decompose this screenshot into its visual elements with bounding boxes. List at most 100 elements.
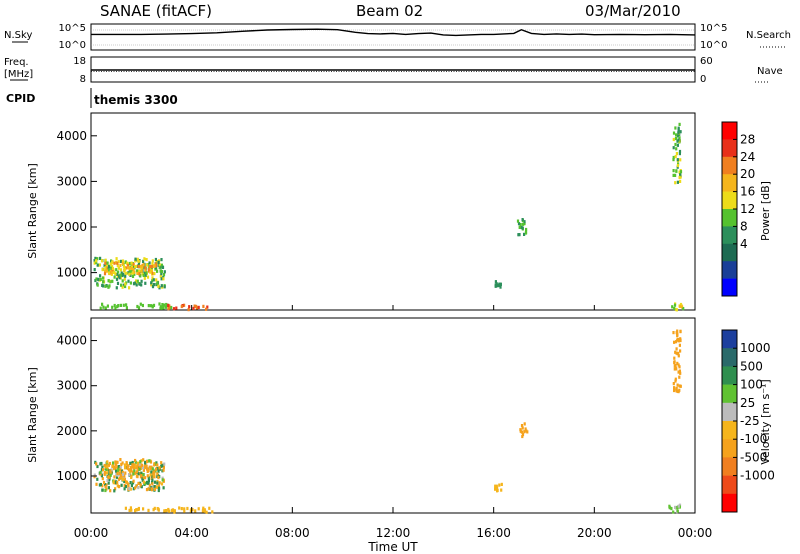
range-cell — [520, 430, 523, 434]
range-cell — [195, 305, 198, 309]
range-cell — [141, 477, 144, 481]
range-cell — [161, 303, 164, 307]
range-cell — [151, 304, 154, 308]
range-cell — [117, 270, 120, 274]
range-cell — [202, 506, 205, 510]
range-cell — [128, 473, 131, 477]
range-cell — [96, 283, 99, 287]
range-cell — [110, 271, 113, 275]
range-cell — [162, 277, 165, 281]
range-cell — [679, 330, 682, 334]
range-cell — [114, 306, 117, 310]
colorbar-tick-label: 20 — [740, 167, 755, 181]
range-cell — [137, 259, 140, 263]
range-cell — [154, 257, 157, 262]
nsky-panel: N.Sky 10^5 10^0 N.Search 10^5 10^0 — [4, 23, 791, 51]
y-tick-label: 1000 — [56, 469, 87, 483]
range-cell — [121, 279, 124, 283]
range-cell — [671, 305, 674, 309]
range-cell — [104, 485, 107, 489]
range-cell — [672, 137, 675, 142]
range-cell — [101, 465, 104, 469]
range-cell — [676, 158, 679, 162]
range-cell — [674, 173, 677, 177]
range-cell — [128, 508, 131, 512]
range-cell — [134, 458, 137, 463]
range-cell — [150, 470, 153, 474]
range-cell — [124, 506, 127, 510]
range-cell — [678, 503, 682, 507]
cpid-value: themis 3300 — [94, 93, 178, 107]
range-cell — [130, 269, 133, 273]
range-cell — [679, 130, 682, 134]
range-cell — [145, 488, 149, 492]
range-cell — [677, 363, 680, 367]
colorbar-swatch — [722, 122, 737, 140]
x-tick-label: 00:00 — [74, 526, 109, 540]
range-cell — [678, 122, 681, 126]
range-cell — [144, 476, 147, 480]
range-cell — [149, 460, 153, 464]
range-cell — [674, 136, 678, 141]
range-cell — [672, 510, 675, 514]
range-cell — [679, 371, 682, 375]
range-cell — [126, 263, 130, 267]
range-cell — [679, 302, 683, 307]
range-cell — [521, 434, 524, 439]
range-cell — [148, 483, 151, 487]
range-cell — [110, 266, 113, 270]
range-cell — [518, 233, 521, 237]
freq-tick-bottom: 8 — [80, 74, 86, 85]
velocity-colorbar-label: Velocity [m s⁻¹] — [759, 379, 772, 464]
range-cell — [675, 351, 678, 355]
range-cell — [121, 285, 124, 289]
range-cell — [146, 460, 149, 464]
range-cell — [106, 478, 109, 482]
range-cell — [155, 467, 158, 471]
range-cell — [126, 482, 129, 486]
y-tick-label: 2000 — [56, 220, 87, 234]
x-tick-label: 04:00 — [174, 526, 209, 540]
range-cell — [150, 283, 153, 287]
range-cell — [125, 271, 128, 275]
range-cell — [208, 506, 211, 510]
range-cell — [121, 261, 124, 265]
range-cell — [153, 506, 156, 510]
range-cell — [109, 262, 112, 266]
range-cell — [140, 471, 143, 475]
range-cell — [137, 507, 140, 511]
range-cell — [127, 266, 130, 270]
range-cell — [167, 303, 170, 307]
colorbar-tick-label: 1000 — [740, 341, 771, 355]
range-cell — [678, 136, 681, 140]
power-colorbar: 28 24 20 16 12 8 4 — [721, 121, 755, 297]
colorbar-swatch — [722, 475, 737, 495]
range-cell — [141, 271, 144, 275]
range-cell — [133, 468, 136, 472]
range-cell — [155, 264, 158, 268]
range-cell — [135, 279, 138, 283]
range-cell — [500, 482, 503, 486]
range-cell — [149, 473, 152, 477]
velocity-ylabel: Slant Range [km] — [26, 367, 39, 463]
range-cell — [133, 466, 136, 470]
range-cell — [123, 474, 126, 478]
range-cell — [526, 430, 529, 434]
range-cell — [523, 222, 526, 226]
range-cell — [160, 270, 163, 274]
range-cell — [136, 304, 139, 309]
range-cell — [135, 470, 138, 474]
range-cell — [678, 375, 681, 379]
range-cell — [135, 264, 139, 268]
range-cell — [163, 462, 166, 466]
colorbar-swatch — [722, 226, 737, 245]
range-cell — [118, 471, 122, 475]
range-cell — [136, 475, 139, 479]
range-cell — [142, 263, 145, 267]
range-cell — [151, 467, 154, 471]
range-cell — [523, 220, 526, 224]
velocity-panel: Slant Range [km] 4000 3000 2000 1000 — [26, 317, 696, 514]
range-cell — [674, 142, 677, 147]
range-cell — [175, 306, 178, 310]
range-cell — [145, 464, 148, 468]
